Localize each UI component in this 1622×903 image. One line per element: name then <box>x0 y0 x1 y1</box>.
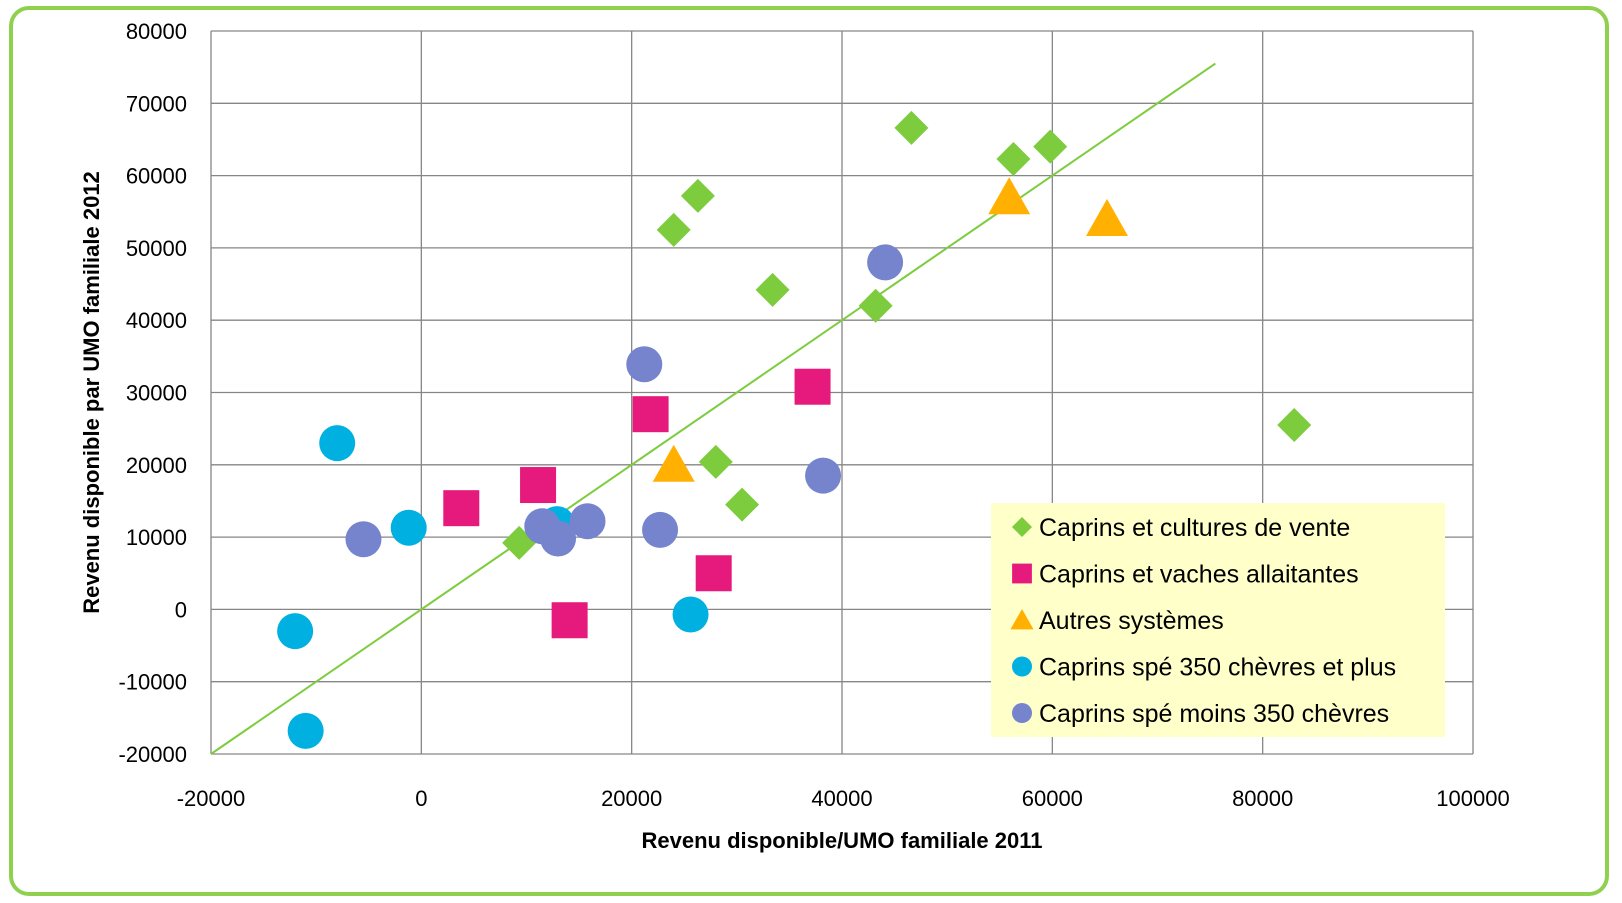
data-point-square <box>632 396 669 433</box>
x-tick-label: 80000 <box>1232 786 1293 811</box>
data-point-circle <box>287 712 324 749</box>
data-point-square <box>551 602 588 639</box>
y-tick-label: 50000 <box>126 236 187 261</box>
data-point-circle <box>626 346 663 383</box>
legend-box <box>991 503 1445 737</box>
data-point-square <box>695 555 732 592</box>
data-point-circle <box>672 596 709 633</box>
data-point-diamond <box>996 141 1031 176</box>
x-tick-label: 60000 <box>1022 786 1083 811</box>
legend-item: Caprins spé 350 chèvres et plus <box>1012 654 1396 682</box>
data-point-diamond <box>894 110 929 145</box>
data-point-diamond <box>725 487 760 522</box>
data-points <box>277 110 1312 749</box>
x-tick-label: 40000 <box>811 786 872 811</box>
x-tick-label: -20000 <box>177 786 246 811</box>
legend-item: Caprins et cultures de vente <box>1012 514 1350 542</box>
legend-label: Caprins spé moins 350 chèvres <box>1039 700 1389 728</box>
data-point-diamond <box>656 212 691 247</box>
y-tick-label: 20000 <box>126 453 187 478</box>
data-point-square <box>794 368 831 405</box>
data-point-circle <box>540 520 577 557</box>
data-point-circle <box>319 425 356 462</box>
legend-marker-circle <box>1012 703 1032 723</box>
x-tick-label: 100000 <box>1436 786 1509 811</box>
legend-marker-square <box>1012 563 1032 584</box>
data-point-diamond <box>1033 129 1068 164</box>
legend: Caprins et cultures de vente Caprins et v… <box>991 503 1445 737</box>
legend-label: Caprins et vaches allaitantes <box>1039 561 1359 589</box>
y-tick-label: 60000 <box>126 164 187 189</box>
data-point-triangle <box>652 444 695 482</box>
data-point-diamond <box>858 288 893 323</box>
x-axis-title: Revenu disponible/UMO familiale 2011 <box>641 828 1042 853</box>
data-point-triangle <box>988 177 1031 215</box>
legend-item: Caprins spé moins 350 chèvres <box>1012 700 1389 728</box>
x-tick-label: 20000 <box>601 786 662 811</box>
legend-item: Autres systèmes <box>1010 607 1224 635</box>
y-tick-label: 70000 <box>126 91 187 116</box>
series-4 <box>345 244 904 558</box>
y-tick-label: -20000 <box>118 742 187 767</box>
data-point-circle <box>642 511 679 548</box>
data-point-diamond <box>698 444 733 479</box>
y-tick-labels: -20000 -10000 0 10000 20000 30000 40000 50000 60… <box>118 19 187 767</box>
y-axis-title: Revenu disponible par UMO familiale 2012 <box>79 171 104 614</box>
data-point-circle <box>569 503 606 540</box>
series-2 <box>652 177 1129 482</box>
data-point-diamond <box>680 178 715 213</box>
data-point-square <box>520 467 557 504</box>
reference-line <box>210 62 1216 755</box>
data-point-circle <box>805 457 842 494</box>
reference-line-group <box>210 62 1216 755</box>
data-point-circle <box>277 613 314 650</box>
data-point-circle <box>345 521 382 558</box>
legend-marker-diamond <box>1012 517 1032 537</box>
legend-label: Autres systèmes <box>1039 607 1224 635</box>
data-point-triangle <box>1086 198 1129 236</box>
data-point-diamond <box>755 272 790 307</box>
y-tick-label: 30000 <box>126 381 187 406</box>
data-point-circle <box>390 509 427 546</box>
series-0 <box>502 110 1312 560</box>
y-tick-label: -10000 <box>118 670 187 695</box>
legend-label: Caprins spé 350 chèvres et plus <box>1039 654 1396 682</box>
legend-marker-circle <box>1012 656 1032 677</box>
x-tick-labels: -20000 0 20000 40000 60000 80000 100000 <box>177 786 1510 811</box>
y-tick-label: 40000 <box>126 308 187 333</box>
y-tick-label: 80000 <box>126 19 187 44</box>
series-1 <box>443 368 831 639</box>
legend-label: Caprins et cultures de vente <box>1039 514 1350 542</box>
y-tick-label: 0 <box>175 597 187 622</box>
x-tick-label: 0 <box>415 786 427 811</box>
data-point-diamond <box>1277 408 1312 443</box>
data-point-square <box>443 490 480 527</box>
data-point-circle <box>867 244 904 281</box>
y-tick-label: 10000 <box>126 525 187 550</box>
legend-item: Caprins et vaches allaitantes <box>1012 561 1359 589</box>
legend-marker-triangle <box>1010 609 1034 630</box>
